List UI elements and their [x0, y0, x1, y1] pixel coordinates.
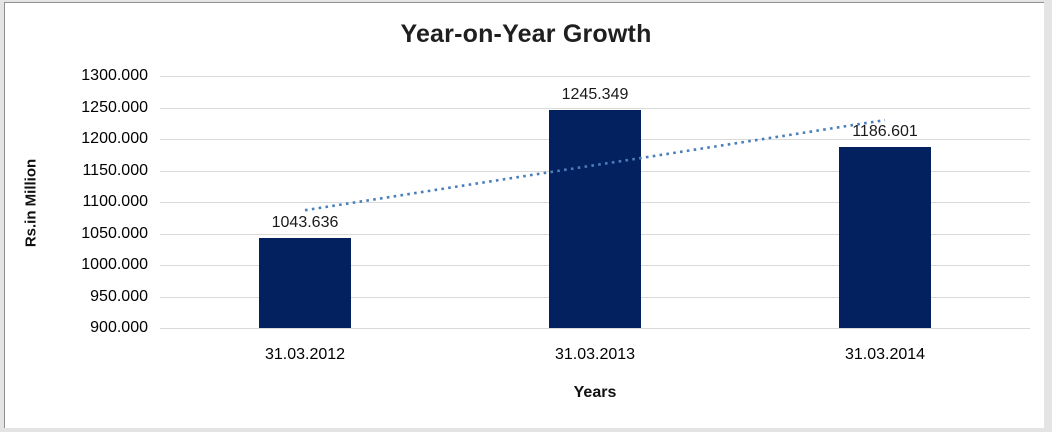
y-tick-label: 1250.000	[81, 98, 148, 116]
bar	[259, 237, 351, 328]
gridline	[160, 75, 1030, 77]
x-tick-label: 31.03.2012	[264, 346, 346, 363]
y-tick-label: 1000.000	[81, 256, 148, 273]
y-tick-label: 1150.000	[82, 161, 148, 179]
y-tick-label: 1300.000	[81, 67, 148, 84]
gridline	[160, 327, 1030, 329]
y-tick-label: 1050.000	[81, 224, 148, 242]
y-tick-label: 950.000	[90, 287, 148, 305]
chart-title: Year-on-Year Growth	[400, 20, 652, 48]
y-tick-label: 1200.000	[81, 130, 148, 147]
trendline	[304, 118, 886, 212]
bar-data-label: 1245.349	[561, 86, 629, 104]
y-tick-label: 900.000	[90, 319, 148, 336]
y-tick-label: 1100.000	[82, 193, 148, 210]
x-tick-label: 31.03.2014	[844, 346, 926, 363]
bar	[839, 147, 931, 328]
bar-data-label: 1043.636	[271, 213, 339, 231]
gridline	[160, 107, 1030, 109]
plot-area: 1043.636 1245.349 1186.601	[160, 75, 1030, 329]
bar-data-label: 1186.601	[852, 123, 918, 141]
x-tick-label: 31.03.2013	[554, 346, 636, 363]
bar	[549, 110, 641, 328]
x-axis-title: Years	[573, 384, 617, 401]
